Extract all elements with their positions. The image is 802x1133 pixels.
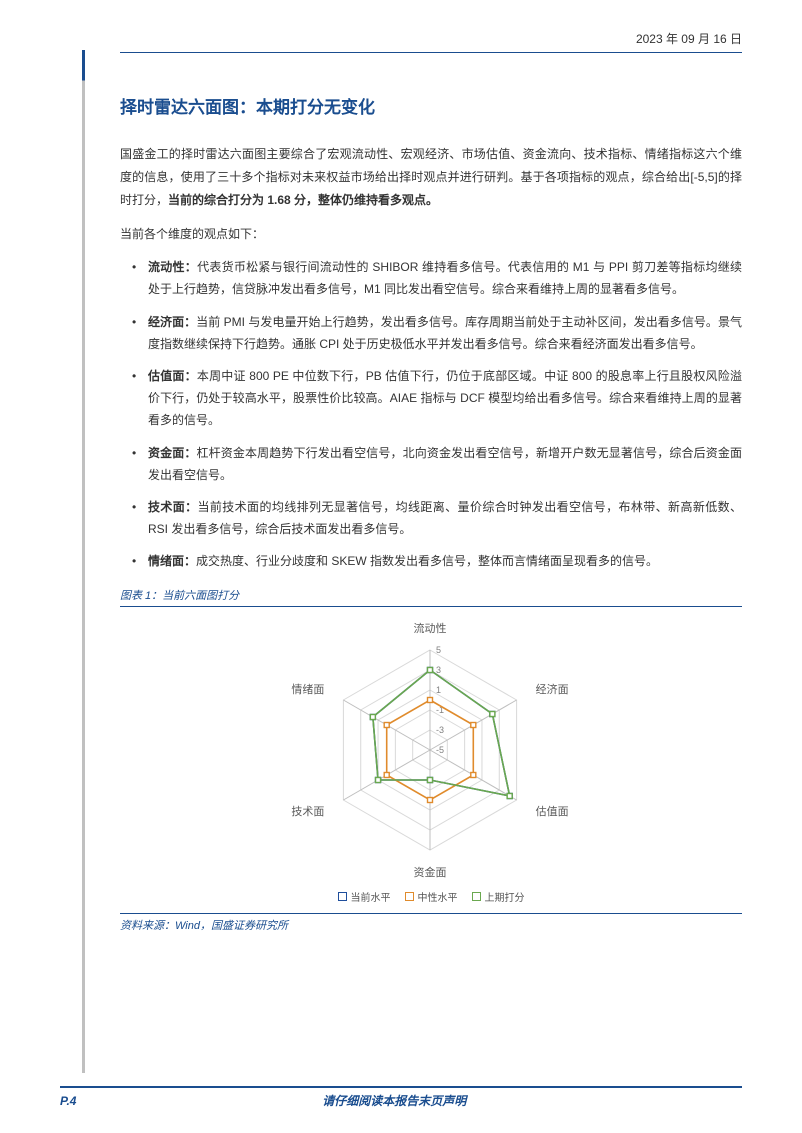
legend-swatch (405, 892, 414, 901)
svg-text:-5: -5 (436, 745, 444, 755)
svg-text:流动性: 流动性 (414, 621, 447, 635)
legend-item: 中性水平 (405, 889, 458, 904)
dimension-body: 杠杆资金本周趋势下行发出看空信号，北向资金发出看空信号，新增开户数无显著信号，综… (148, 446, 742, 482)
dimension-body: 代表货币松紧与银行间流动性的 SHIBOR 维持看多信号。代表信用的 M1 与 … (148, 260, 742, 296)
svg-text:估值面: 估值面 (536, 805, 569, 818)
dimension-name: 技术面： (148, 500, 198, 514)
dimension-item: 估值面：本周中证 800 PE 中位数下行，PB 估值下行，仍位于底部区域。中证… (120, 365, 742, 432)
svg-text:1: 1 (436, 685, 441, 695)
dimension-item: 技术面：当前技术面的均线排列无显著信号，均线距离、量价综合时钟发出看空信号，布林… (120, 496, 742, 540)
dimension-name: 情绪面： (148, 554, 196, 568)
svg-text:-3: -3 (436, 725, 444, 735)
dimension-name: 经济面： (148, 315, 196, 329)
page-footer: P.4 请仔细阅读本报告末页声明 (60, 1086, 742, 1109)
legend-label: 中性水平 (418, 889, 458, 904)
dimension-name: 流动性： (148, 260, 197, 274)
svg-text:资金面: 资金面 (414, 865, 447, 879)
chart-legend: 当前水平 中性水平 上期打分 (120, 889, 742, 904)
footer-disclaimer: 请仔细阅读本报告末页声明 (76, 1092, 712, 1109)
chart-source: 资料来源：Wind，国盛证券研究所 (120, 913, 742, 933)
dimensions-list: 流动性：代表货币松紧与银行间流动性的 SHIBOR 维持看多信号。代表信用的 M… (120, 256, 742, 572)
dimension-item: 情绪面：成交热度、行业分歧度和 SKEW 指数发出看多信号，整体而言情绪面呈现看… (120, 550, 742, 572)
legend-label: 当前水平 (351, 889, 391, 904)
radar-chart: -5-3-1135流动性经济面估值面资金面技术面情绪面 当前水平中性水平上期打分 (120, 610, 742, 910)
dimension-name: 估值面： (148, 369, 197, 383)
dimension-item: 经济面：当前 PMI 与发电量开始上行趋势，发出看多信号。库存周期当前处于主动补… (120, 311, 742, 355)
dimension-body: 本周中证 800 PE 中位数下行，PB 估值下行，仍位于底部区域。中证 800… (148, 369, 742, 427)
svg-text:技术面: 技术面 (291, 805, 324, 818)
intro-bold: 当前的综合打分为 1.68 分，整体仍维持看多观点。 (168, 193, 438, 207)
legend-swatch (472, 892, 481, 901)
dimension-body: 成交热度、行业分歧度和 SKEW 指数发出看多信号，整体而言情绪面呈现看多的信号… (196, 554, 658, 568)
svg-text:经济面: 经济面 (536, 682, 569, 696)
svg-text:5: 5 (436, 645, 441, 655)
legend-label: 上期打分 (485, 889, 525, 904)
chart-title: 图表 1：当前六面图打分 (120, 587, 742, 607)
header-date: 2023 年 09 月 16 日 (120, 30, 742, 53)
svg-text:3: 3 (436, 665, 441, 675)
intro-paragraph: 国盛金工的择时雷达六面图主要综合了宏观流动性、宏观经济、市场估值、资金流向、技术… (120, 143, 742, 211)
dimension-item: 资金面：杠杆资金本周趋势下行发出看空信号，北向资金发出看空信号，新增开户数无显著… (120, 442, 742, 486)
dimension-body: 当前 PMI 与发电量开始上行趋势，发出看多信号。库存周期当前处于主动补区间，发… (148, 315, 742, 351)
page-number: P.4 (60, 1094, 76, 1108)
dimension-item: 流动性：代表货币松紧与银行间流动性的 SHIBOR 维持看多信号。代表信用的 M… (120, 256, 742, 300)
legend-item: 当前水平 (338, 889, 391, 904)
dimension-name: 资金面： (148, 446, 197, 460)
section-title: 择时雷达六面图：本期打分无变化 (120, 93, 742, 118)
dimension-body: 当前技术面的均线排列无显著信号，均线距离、量价综合时钟发出看空信号，布林带、新高… (148, 500, 742, 536)
left-rule (82, 50, 85, 1073)
dimensions-lead: 当前各个维度的观点如下： (120, 223, 742, 246)
radar-svg: -5-3-1135流动性经济面估值面资金面技术面情绪面 (120, 610, 740, 880)
legend-item: 上期打分 (472, 889, 525, 904)
svg-text:情绪面: 情绪面 (291, 682, 324, 696)
legend-swatch (338, 892, 347, 901)
